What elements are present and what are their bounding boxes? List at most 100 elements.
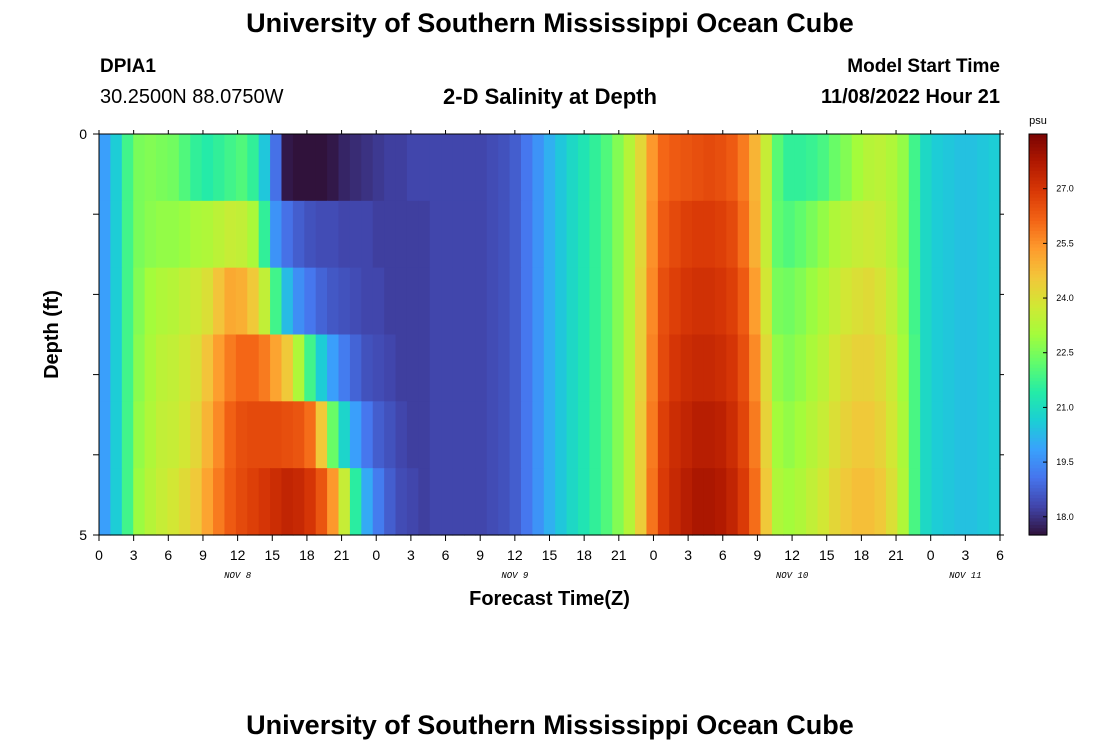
- heatmap-cell: [578, 200, 591, 269]
- heatmap-cell: [429, 134, 442, 202]
- colorbar-unit: psu: [1029, 115, 1047, 127]
- heatmap-cell: [771, 134, 784, 202]
- colorbar-segment: [1029, 190, 1047, 195]
- colorbar-segment: [1029, 311, 1047, 316]
- heatmap-cell: [851, 200, 864, 269]
- heatmap-cell: [338, 401, 351, 469]
- heatmap-cell: [532, 267, 545, 336]
- heatmap-cell: [965, 334, 978, 402]
- heatmap-cell: [213, 134, 226, 202]
- heatmap-cell: [133, 267, 146, 336]
- x-tick-label: 21: [611, 547, 627, 563]
- heatmap-cell: [612, 334, 625, 402]
- heatmap-cell: [292, 468, 305, 536]
- colorbar-segment: [1029, 291, 1047, 295]
- heatmap-cell: [406, 334, 419, 402]
- heatmap-cell: [965, 267, 978, 336]
- heatmap-cell: [133, 134, 146, 202]
- heatmap-cell: [372, 200, 385, 269]
- heatmap-cell: [144, 468, 157, 536]
- heatmap-cell: [726, 267, 739, 336]
- heatmap-cell: [600, 267, 613, 336]
- heatmap-cell: [646, 468, 659, 536]
- heatmap-cell: [874, 401, 887, 469]
- heatmap-cell: [315, 401, 328, 469]
- heatmap-cell: [281, 200, 294, 269]
- heatmap-cell: [657, 134, 670, 202]
- x-tick-label: 6: [442, 547, 450, 563]
- heatmap-cell: [520, 267, 533, 336]
- heatmap-cell: [452, 401, 465, 469]
- colorbar-segment: [1029, 177, 1047, 182]
- salinity-heatmap-chart: 0 3 6 9 12 15 18 21 0 3 6 9 12 15 18 21 0 3 6 9 12 15 18 21 0 3 6 …: [41, 115, 1074, 610]
- colorbar-tick-label: 25.5: [1056, 238, 1074, 248]
- heatmap-cell: [988, 267, 1001, 336]
- heatmap-cell: [828, 267, 841, 336]
- heatmap-cell: [783, 267, 796, 336]
- heatmap-cell: [760, 267, 773, 336]
- heatmap-cell: [292, 267, 305, 336]
- x-axis-ticks: 0 3 6 9 12 15 18 21 0 3 6 9 12 15 18 21 0 3 6 9 12 15 18 21 0 3 6: [95, 130, 1004, 563]
- heatmap-cell: [646, 200, 659, 269]
- heatmap-cell: [771, 468, 784, 536]
- heatmap-cell: [703, 401, 716, 469]
- colorbar-segment: [1029, 474, 1047, 479]
- heatmap-cell: [156, 134, 169, 202]
- heatmap-cell: [897, 401, 910, 469]
- heatmap-cell: [977, 468, 990, 536]
- heatmap-cell: [931, 401, 944, 469]
- heatmap-cell: [737, 401, 750, 469]
- heatmap-cell: [406, 468, 419, 536]
- colorbar-segment: [1029, 184, 1047, 189]
- colorbar-segment: [1029, 418, 1047, 422]
- heatmap-cell: [395, 200, 408, 269]
- heatmap-cell: [794, 401, 807, 469]
- heatmap-cell: [441, 200, 454, 269]
- heatmap-cell: [817, 267, 830, 336]
- colorbar-segment: [1029, 180, 1047, 185]
- heatmap-cell: [532, 468, 545, 536]
- heatmap-cell: [840, 267, 853, 336]
- heatmap-cell: [863, 334, 876, 402]
- colorbar-segment: [1029, 297, 1047, 302]
- heatmap-cell: [258, 200, 271, 269]
- heatmap-cell: [897, 468, 910, 536]
- heatmap-cell: [920, 200, 933, 269]
- heatmap-cell: [406, 200, 419, 269]
- heatmap-cell: [680, 468, 693, 536]
- heatmap-cell: [703, 267, 716, 336]
- heatmap-cell: [304, 267, 317, 336]
- heatmap-cell: [942, 334, 955, 402]
- date-label: NOV 10: [776, 571, 809, 581]
- heatmap-cell: [555, 134, 568, 202]
- colorbar-segment: [1029, 394, 1047, 399]
- colorbar-segment: [1029, 344, 1047, 349]
- colorbar-segment: [1029, 204, 1047, 209]
- heatmap-cell: [475, 468, 488, 536]
- colorbar-segment: [1029, 314, 1047, 319]
- y-axis-ticks: 05: [79, 126, 1004, 543]
- colorbar-segment: [1029, 511, 1047, 516]
- heatmap-cell: [201, 267, 214, 336]
- x-tick-label: 18: [576, 547, 592, 563]
- heatmap-cell: [292, 334, 305, 402]
- heatmap-cell: [190, 401, 203, 469]
- heatmap-cell: [315, 134, 328, 202]
- heatmap-cell: [144, 134, 157, 202]
- heatmap-cell: [589, 200, 602, 269]
- heatmap-cell: [931, 468, 944, 536]
- colorbar-segment: [1029, 167, 1047, 172]
- heatmap-cell: [156, 267, 169, 336]
- heatmap-cell: [851, 468, 864, 536]
- colorbar-segment: [1029, 331, 1047, 336]
- heatmap-cell: [669, 401, 682, 469]
- colorbar-segment: [1029, 234, 1047, 239]
- heatmap-cell: [623, 134, 636, 202]
- colorbar-segment: [1029, 431, 1047, 436]
- heatmap-cell: [885, 468, 898, 536]
- colorbar-segment: [1029, 491, 1047, 496]
- heatmap-cell: [372, 401, 385, 469]
- colorbar-segment: [1029, 267, 1047, 272]
- heatmap-cell: [589, 334, 602, 402]
- heatmap-cell: [418, 134, 431, 202]
